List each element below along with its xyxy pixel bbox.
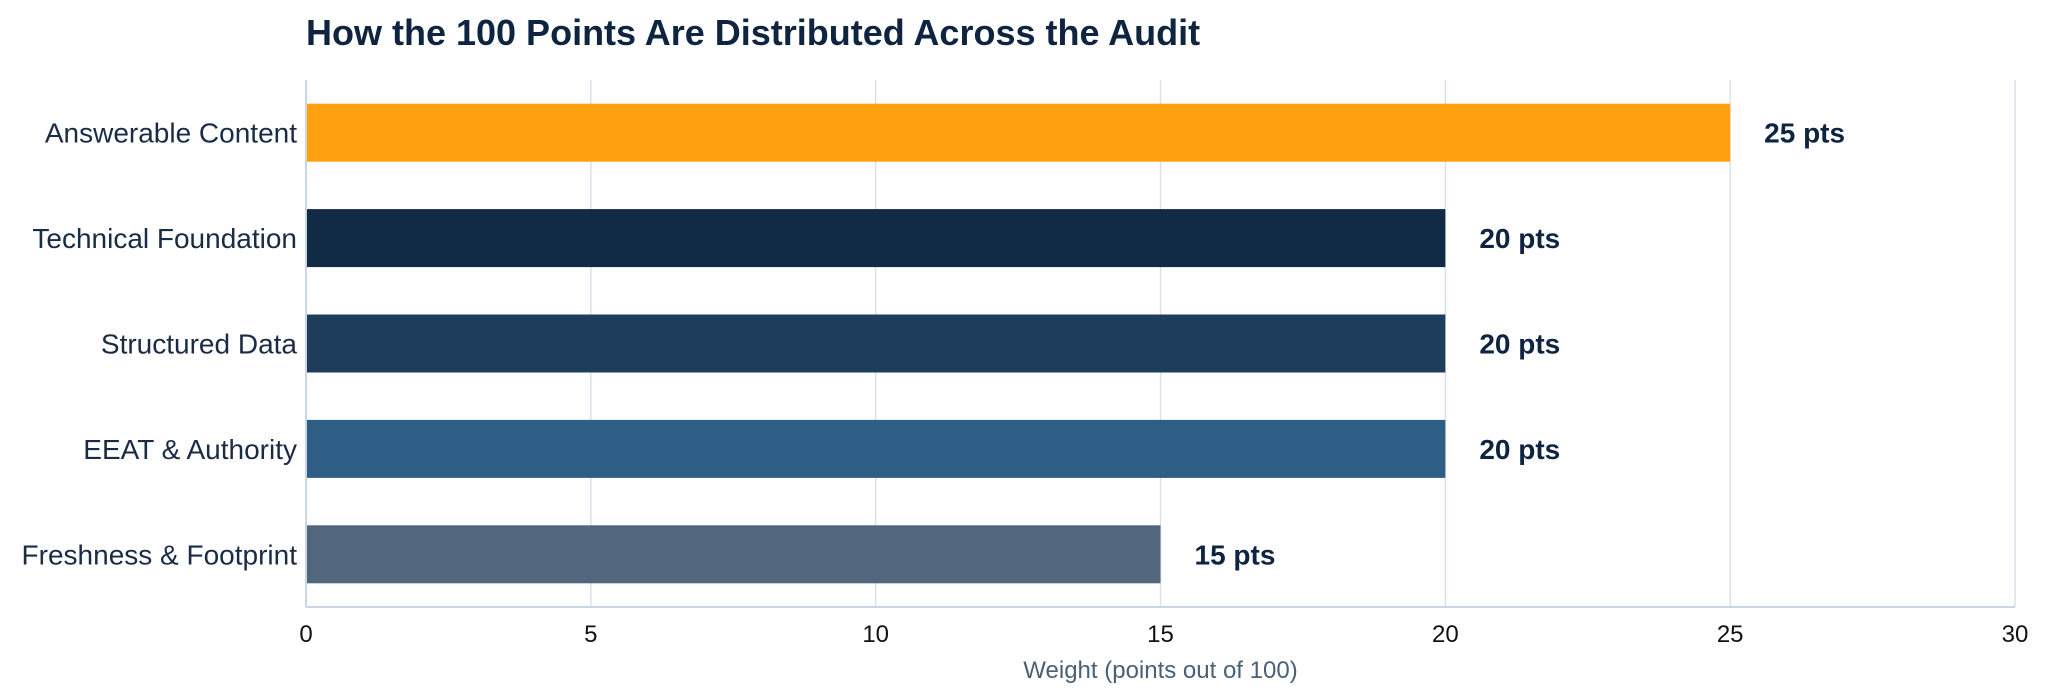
bar bbox=[306, 103, 1731, 162]
x-tick-label: 15 bbox=[1147, 621, 1174, 648]
x-tick-label: 10 bbox=[862, 621, 889, 648]
bar bbox=[306, 419, 1446, 478]
bars bbox=[306, 103, 1731, 584]
bar-value-label: 20 pts bbox=[1479, 434, 1560, 465]
x-tick-label: 20 bbox=[1432, 621, 1459, 648]
x-tick-label: 5 bbox=[584, 621, 597, 648]
y-category-label: Technical Foundation bbox=[32, 223, 297, 254]
axes bbox=[305, 80, 2015, 608]
y-category-label: Structured Data bbox=[101, 329, 298, 360]
x-axis-title: Weight (points out of 100) bbox=[1023, 657, 1297, 684]
bar-value-label: 20 pts bbox=[1479, 329, 1560, 360]
bar bbox=[306, 314, 1446, 373]
chart-title: How the 100 Points Are Distributed Acros… bbox=[306, 12, 1201, 53]
bar-value-label: 15 pts bbox=[1195, 539, 1276, 570]
x-tick-label: 25 bbox=[1717, 621, 1744, 648]
y-category-label: EEAT & Authority bbox=[83, 434, 297, 465]
bar bbox=[306, 525, 1161, 584]
bar-value-label: 20 pts bbox=[1479, 223, 1560, 254]
bar-value-label: 25 pts bbox=[1764, 118, 1845, 149]
x-tick-label: 0 bbox=[299, 621, 312, 648]
labels: 0 5 10 15 20 25 30 Answerable Content 25 pts Tech… bbox=[22, 118, 2029, 648]
y-category-label: Answerable Content bbox=[45, 118, 297, 149]
y-category-label: Freshness & Footprint bbox=[22, 539, 298, 570]
x-tick-label: 30 bbox=[2002, 621, 2029, 648]
bar bbox=[306, 209, 1446, 268]
